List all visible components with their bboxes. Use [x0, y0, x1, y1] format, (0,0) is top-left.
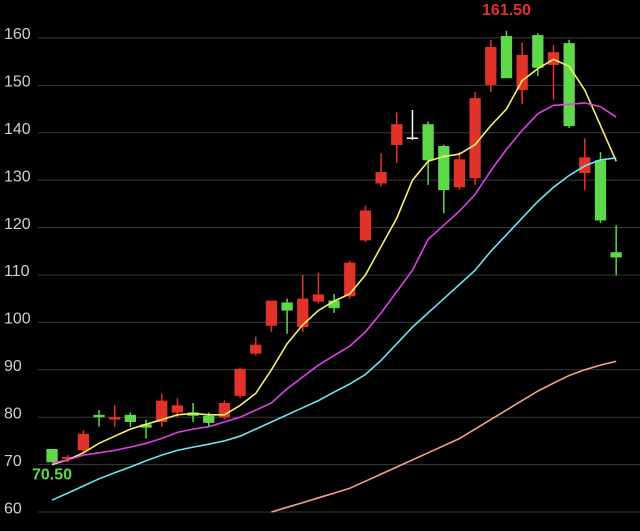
candle-body	[344, 262, 356, 297]
candle-body	[77, 433, 90, 451]
candle-body	[438, 146, 450, 191]
y-tick-label: 110	[4, 263, 30, 280]
candle-body	[406, 137, 419, 139]
candle-body	[422, 124, 434, 161]
candle-body	[312, 294, 325, 302]
candle-body	[594, 160, 607, 221]
y-tick-label: 120	[4, 216, 31, 233]
ma-line	[51, 102, 617, 464]
candle-body	[46, 448, 58, 463]
candle-body	[218, 402, 231, 418]
max-label: 161.50	[482, 2, 531, 19]
candle-body	[359, 210, 372, 241]
candle-body	[469, 98, 481, 179]
y-tick-label: 70	[4, 453, 22, 470]
candle-body	[485, 46, 497, 85]
y-tick-label: 90	[4, 358, 22, 375]
candle-body	[516, 54, 528, 91]
candle-body	[171, 405, 184, 413]
candle-body	[156, 400, 168, 422]
candle-body	[203, 415, 215, 423]
y-tick-label: 160	[4, 26, 31, 43]
candle-body	[610, 252, 622, 258]
candle-body	[234, 368, 246, 396]
candle-body	[124, 414, 137, 422]
candle-body	[109, 417, 121, 420]
ma-line	[271, 360, 617, 513]
candle-body	[391, 124, 403, 146]
y-tick-label: 100	[4, 311, 31, 328]
min-label: 70.50	[32, 466, 72, 483]
candle-body	[532, 35, 544, 68]
candle-body	[297, 298, 309, 328]
candle-body	[328, 300, 340, 309]
candle-body	[563, 43, 575, 127]
candle-body	[250, 344, 262, 354]
y-tick-label: 80	[4, 405, 22, 422]
candle-body	[500, 36, 513, 79]
candle-body	[140, 424, 152, 428]
ma-line	[51, 58, 617, 466]
y-tick-label: 60	[4, 500, 22, 517]
y-tick-label: 150	[4, 74, 31, 91]
candle-body	[265, 300, 278, 326]
candle-body	[62, 457, 74, 459]
ma-line	[51, 157, 617, 501]
candle-body	[453, 159, 466, 188]
candle-body	[281, 302, 293, 311]
candle-body	[93, 414, 105, 418]
candle-body	[375, 172, 387, 184]
y-tick-label: 130	[4, 168, 31, 185]
y-tick-label: 140	[4, 121, 31, 138]
